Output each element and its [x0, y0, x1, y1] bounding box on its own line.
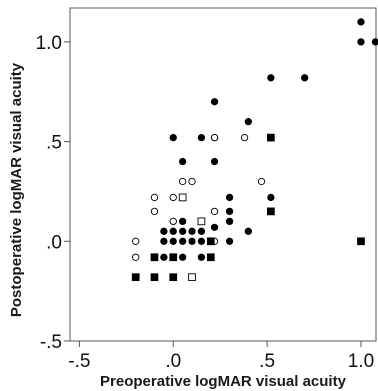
filled-circle-point	[197, 253, 206, 261]
filled-square-point	[131, 273, 140, 282]
open-square-point	[178, 193, 187, 202]
y-tick-label: .5	[46, 133, 62, 154]
filled-circle-point	[169, 237, 177, 245]
filled-circle-point	[210, 98, 219, 106]
open-circle-point	[188, 177, 196, 186]
filled-circle-point	[188, 227, 196, 235]
open-circle-point	[132, 237, 140, 245]
open-square-point	[188, 273, 196, 282]
x-tick-label: -.5	[68, 351, 90, 372]
open-circle-point	[150, 207, 159, 216]
open-circle-point	[169, 217, 177, 226]
filled-circle-point	[244, 118, 252, 126]
open-circle-point	[257, 177, 266, 186]
filled-circle-point	[178, 253, 187, 261]
filled-circle-point	[178, 227, 187, 235]
filled-circle-point	[197, 227, 206, 235]
filled-square-point	[150, 273, 159, 282]
y-axis-label: Postoperative logMAR visual acuity	[8, 62, 25, 317]
open-circle-point	[210, 133, 219, 142]
filled-square-point	[206, 253, 215, 262]
filled-circle-point	[160, 237, 168, 245]
filled-circle-point	[178, 157, 187, 166]
filled-circle-point	[197, 133, 206, 142]
filled-square-point	[267, 207, 275, 216]
y-tick-label: .0	[46, 232, 62, 253]
filled-circle-point	[160, 253, 168, 261]
open-circle-point	[210, 207, 219, 216]
filled-circle-point	[178, 237, 187, 245]
open-circle-point	[132, 253, 140, 261]
filled-circle-point	[357, 38, 365, 46]
filled-circle-point	[301, 74, 309, 82]
open-circle-point	[150, 193, 159, 202]
filled-circle-point	[267, 193, 275, 202]
filled-square-point	[169, 273, 178, 282]
filled-square-point	[169, 253, 178, 262]
open-circle-point	[178, 177, 187, 186]
open-square-point	[197, 217, 206, 226]
filled-square-point	[267, 133, 275, 142]
x-tick-label: 1.0	[348, 351, 374, 372]
filled-circle-point	[210, 223, 219, 231]
filled-circle-point	[188, 237, 196, 245]
filled-circle-point	[371, 38, 378, 46]
filled-circle-point	[225, 193, 234, 202]
x-axis-label: Preoperative logMAR visual acuity	[100, 373, 347, 390]
filled-circle-point	[225, 207, 234, 216]
filled-circle-point	[267, 74, 275, 82]
y-tick-label: 1.0	[36, 33, 62, 54]
open-circle-point	[169, 193, 177, 202]
filled-circle-point	[244, 227, 252, 235]
data-points	[131, 18, 378, 282]
x-axis-ticks: -.5 .0 .5 1.0	[68, 341, 374, 372]
filled-square-point	[357, 237, 365, 246]
filled-circle-point	[225, 237, 234, 245]
y-tick-label: -.5	[40, 332, 62, 353]
filled-circle-point	[197, 237, 206, 245]
open-circle-point	[240, 133, 249, 142]
filled-circle-point	[160, 227, 168, 235]
filled-circle-point	[178, 217, 187, 226]
filled-square-point	[206, 237, 215, 246]
plot-frame	[69, 7, 377, 342]
y-axis-ticks: -.5 .0 .5 1.0	[36, 33, 70, 353]
x-tick-label: .0	[165, 351, 181, 372]
filled-circle-point	[210, 157, 219, 166]
filled-circle-point	[225, 217, 234, 226]
filled-circle-point	[357, 18, 365, 26]
filled-square-point	[150, 253, 159, 262]
filled-circle-point	[169, 133, 177, 142]
x-tick-label: .5	[259, 351, 275, 372]
filled-circle-point	[169, 227, 177, 235]
